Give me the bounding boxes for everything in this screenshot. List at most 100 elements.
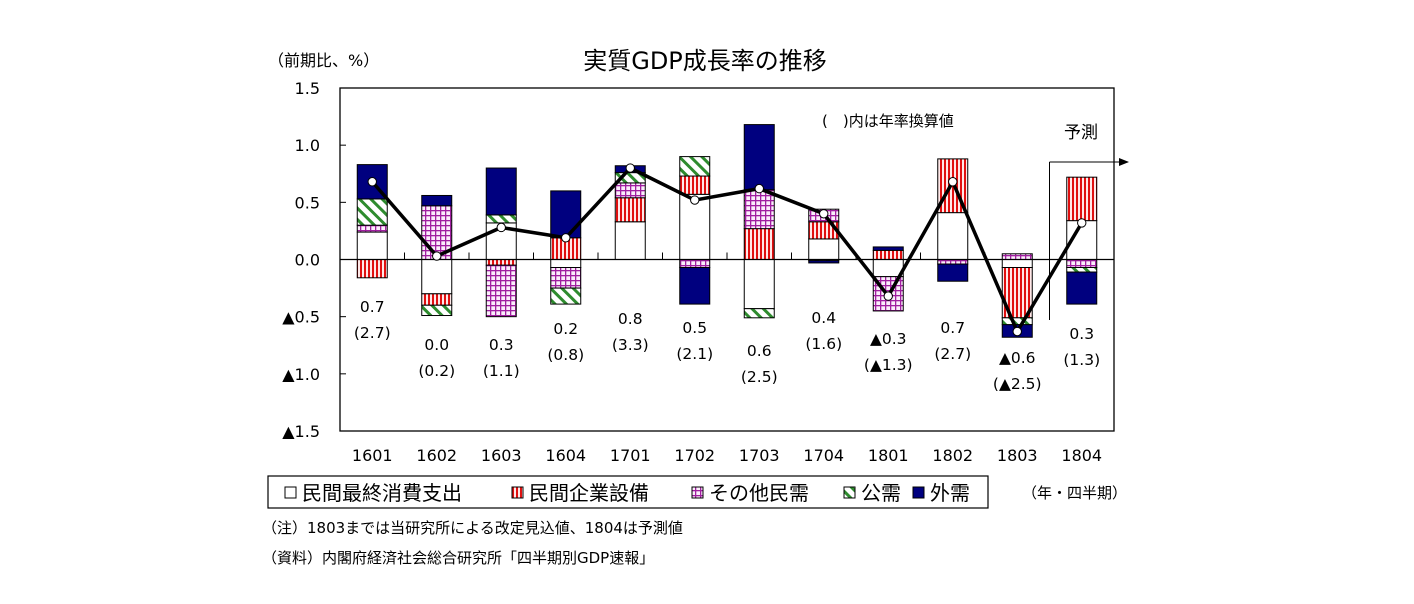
bar-segment-other-private: [614, 182, 646, 199]
gdp-line-point: [948, 177, 958, 187]
data-label-annualized: (0.2): [418, 362, 455, 380]
bar-segment-public: [485, 214, 517, 224]
data-label-annualized: (1.3): [1063, 351, 1100, 369]
gdp-line-point: [367, 177, 377, 187]
bar-segment-capex: [1066, 176, 1098, 222]
data-label-value: ▲0.6: [999, 349, 1036, 367]
data-label-annualized: (2.1): [676, 345, 713, 363]
bar-segment-other-private: [1066, 259, 1098, 269]
y-tick-label: 1.0: [295, 136, 320, 155]
x-axis-unit-label: （年・四半期）: [1022, 484, 1127, 502]
data-label-value: 0.3: [489, 336, 514, 354]
x-axis-labels: 1601 1602 1603 1604 1701 1702 1703 1704 1801 1802…: [352, 446, 1102, 465]
bar-segment-external: [421, 194, 453, 207]
data-label-value: ▲0.3: [870, 330, 907, 348]
bar-segment-consumption: [743, 259, 775, 310]
gdp-line-point: [496, 222, 506, 233]
stacked-bars: [356, 124, 1098, 338]
bar-segment-external: [808, 260, 840, 264]
data-label-annualized: (▲1.3): [864, 356, 913, 374]
legend-swatch-external: [912, 486, 925, 499]
bar-segment-public: [1066, 267, 1098, 273]
y-axis: 1.5 1.0 0.5 0.0 ▲0.5 ▲1.0 ▲1.5: [282, 79, 346, 441]
gdp-line-point: [690, 195, 700, 205]
data-label-annualized: (2.7): [934, 345, 971, 363]
bar-segment-other-private: [1001, 253, 1033, 261]
gdp-line-point: [625, 163, 635, 173]
data-label-annualized: (3.3): [612, 336, 649, 354]
data-label-annualized: (2.7): [354, 324, 391, 342]
y-tick-label: ▲1.0: [282, 365, 320, 384]
data-labels: 0.7 (2.7) 0.0 (0.2) 0.3 (1.1) 0.2 (0.8) 0.8 (3.3)…: [354, 298, 1100, 393]
bar-segment-consumption: [356, 231, 388, 260]
bar-segment-public: [679, 156, 711, 177]
legend-swatch-capex: [511, 486, 524, 499]
gdp-line-path: [370, 165, 1084, 336]
x-tick-label: 1802: [932, 446, 973, 465]
gdp-line-point: [432, 251, 442, 261]
bar-segment-capex: [485, 259, 517, 266]
bar-segment-capex: [743, 228, 775, 261]
source-note: （資料）内閣府経済社会総合研究所「四半期別GDP速報」: [262, 549, 654, 567]
data-label-value: 0.7: [940, 319, 965, 337]
bar-segment-external: [937, 263, 969, 282]
y-tick-label: 0.0: [295, 251, 320, 270]
bar-segment-other-private: [679, 259, 711, 269]
legend-label-other-private: その他民需: [709, 481, 809, 505]
footnote: （注）1803までは当研究所による改定見込値、1804は予測値: [262, 519, 683, 537]
bar-segment-capex: [679, 175, 711, 195]
y-tick-label: ▲0.5: [282, 308, 320, 327]
gdp-line-point: [819, 209, 829, 219]
x-tick-label: 1601: [352, 446, 393, 465]
bar-segment-capex: [614, 197, 646, 223]
data-label-value: 0.4: [811, 309, 836, 327]
bar-segment-public: [1001, 317, 1033, 326]
bar-segment-other-private: [550, 267, 582, 289]
bar-segment-external: [1066, 271, 1098, 305]
bar-segment-external: [872, 246, 904, 251]
bar-segment-capex: [356, 259, 388, 279]
y-tick-label: 1.5: [295, 79, 320, 98]
legend-box: [267, 475, 989, 509]
gdp-line-point: [1012, 326, 1022, 337]
data-label-value: 0.5: [682, 319, 707, 337]
legend-label-external: 外需: [930, 481, 970, 505]
legend-label-consumption: 民間最終消費支出: [302, 481, 462, 505]
legend-label-public: 公需: [861, 481, 901, 505]
bar-segment-other-private: [485, 264, 517, 318]
bar-segment-other-private: [743, 189, 775, 230]
x-tick-label: 1801: [868, 446, 909, 465]
bar-segment-external: [550, 190, 582, 239]
y-tick-label: ▲1.5: [282, 422, 320, 441]
chart-title: 実質GDP成長率の推移: [583, 47, 827, 75]
bar-segment-consumption: [421, 259, 453, 295]
data-label-value: 0.8: [618, 310, 643, 328]
gdp-line-point: [883, 291, 893, 301]
annualized-note: ( )内は年率換算値: [822, 112, 954, 130]
bar-segment-public: [550, 287, 582, 305]
x-tick-label: 1701: [610, 446, 651, 465]
x-tick-label: 1603: [481, 446, 522, 465]
x-tick-label: 1703: [739, 446, 780, 465]
legend-swatch-other-private: [691, 486, 704, 499]
bar-segment-external: [485, 167, 517, 216]
x-tick-label: 1702: [674, 446, 715, 465]
data-label-annualized: (▲2.5): [993, 375, 1042, 393]
bar-segment-other-private: [937, 259, 969, 265]
data-label-value: 0.2: [553, 320, 578, 338]
data-label-annualized: (0.8): [547, 346, 584, 364]
data-label-value: 0.3: [1069, 325, 1094, 343]
data-label-annualized: (1.6): [805, 335, 842, 353]
x-tick-label: 1604: [545, 446, 586, 465]
y-axis-unit-label: （前期比、%）: [268, 51, 379, 70]
legend: 民間最終消費支出 民間企業設備 その他民需 公需 外需: [267, 475, 989, 509]
legend-swatch-consumption: [284, 486, 297, 499]
y-tick-label: 0.5: [295, 193, 320, 212]
legend-label-capex: 民間企業設備: [529, 481, 649, 505]
x-tick-label: 1704: [803, 446, 844, 465]
bar-segment-public: [356, 198, 388, 226]
gdp-line-point: [1077, 218, 1087, 228]
x-tick-label: 1804: [1061, 446, 1102, 465]
data-label-annualized: (1.1): [483, 362, 520, 380]
